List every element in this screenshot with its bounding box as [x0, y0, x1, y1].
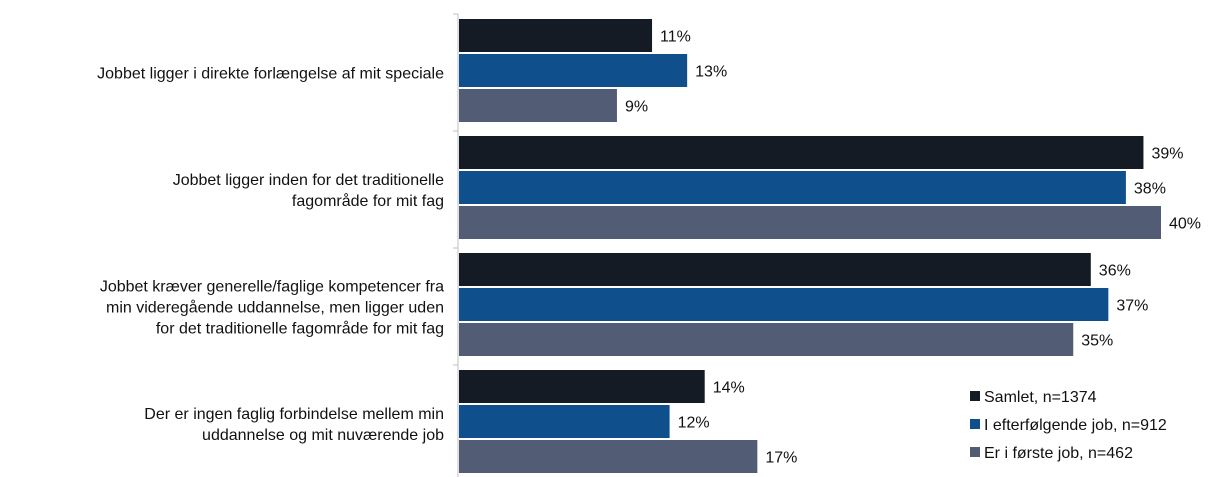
- legend-swatch: [970, 447, 980, 457]
- bar: [459, 370, 705, 403]
- bar: [459, 54, 688, 87]
- value-labels: 11% 13% 9% 39% 38% 40% 36% 37% 35% 14% 12% 17%: [625, 29, 1201, 467]
- bar: [459, 171, 1126, 204]
- data-label: 11%: [660, 29, 691, 46]
- bar: [459, 206, 1161, 239]
- category-label: Jobbet ligger inden for det traditionell…: [173, 172, 444, 210]
- category-label: Der er ingen faglig forbindelse mellem m…: [144, 406, 444, 444]
- bar: [459, 440, 758, 473]
- y-axis: [453, 13, 459, 477]
- data-label: 39%: [1151, 146, 1183, 163]
- legend-label: Samlet, n=1374: [984, 389, 1097, 406]
- data-label: 12%: [678, 415, 710, 432]
- bar: [459, 405, 670, 438]
- legend-label: I efterfølgende job, n=912: [984, 417, 1167, 434]
- data-label: 17%: [765, 450, 797, 467]
- category-label: Jobbet kræver generelle/faglige kompeten…: [100, 279, 444, 338]
- data-label: 13%: [695, 64, 727, 81]
- legend-swatch: [970, 419, 980, 429]
- data-label: 36%: [1099, 263, 1131, 280]
- category-labels: Jobbet ligger i direkte forlængelse af m…: [97, 66, 444, 445]
- data-label: 40%: [1169, 216, 1201, 233]
- bar: [459, 136, 1144, 169]
- data-label: 37%: [1116, 298, 1148, 315]
- data-label: 38%: [1134, 181, 1166, 198]
- category-label: Jobbet ligger i direkte forlængelse af m…: [97, 66, 444, 83]
- bar: [459, 89, 617, 122]
- legend-swatch: [970, 391, 980, 401]
- bar: [459, 288, 1109, 321]
- legend: Samlet, n=1374 I efterfølgende job, n=912…: [970, 389, 1167, 462]
- bar: [459, 323, 1074, 356]
- bars: [459, 19, 1161, 473]
- bar: [459, 19, 653, 52]
- data-label: 9%: [625, 99, 648, 116]
- data-label: 35%: [1081, 333, 1113, 350]
- bar: [459, 253, 1091, 286]
- data-label: 14%: [713, 380, 745, 397]
- legend-label: Er i første job, n=462: [984, 445, 1133, 462]
